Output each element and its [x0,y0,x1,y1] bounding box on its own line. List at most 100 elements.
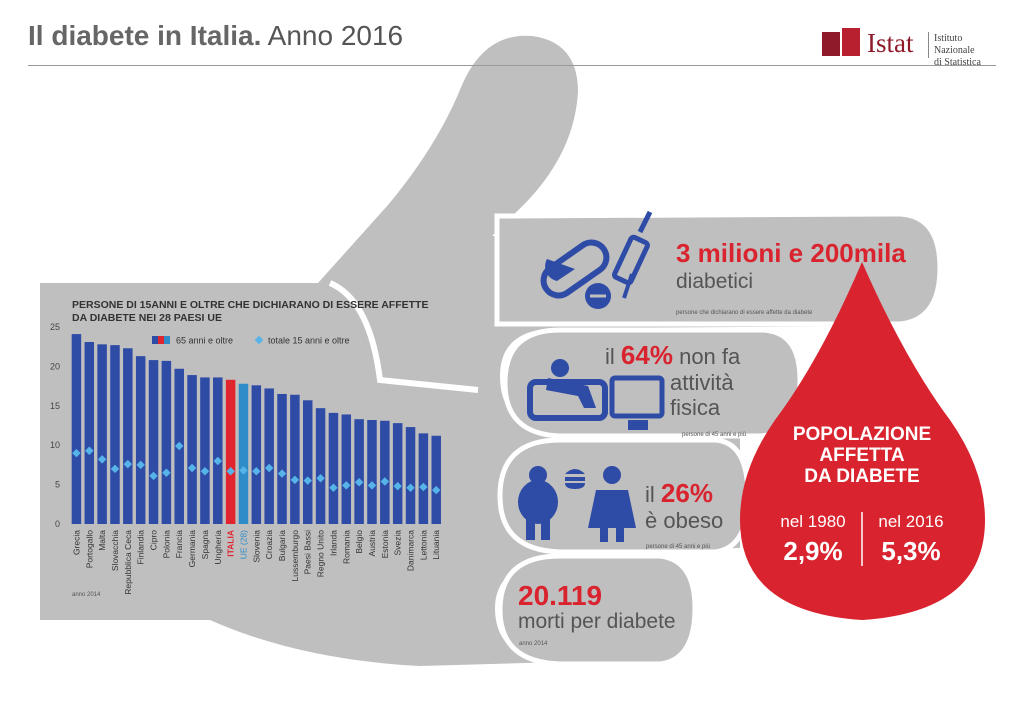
marker-point [277,469,287,478]
category-label: Regno Unito [316,530,326,578]
marker-point [419,482,428,492]
bar [315,408,326,524]
category-label: Danimarca [406,530,416,571]
marker-point [406,483,415,492]
category-label: Svezia [393,530,403,556]
drop-title-line-3: DA DIABETE [804,466,920,487]
inattivi-stat: il 64% non fa [605,340,741,370]
marker-point [367,481,377,490]
thumb-gap-line [328,280,479,393]
obesi-line-2: è obeso [645,508,724,533]
morti-label: morti per diabete [518,610,676,633]
marker-point [123,459,133,469]
bar [135,356,146,524]
bar [161,360,172,524]
legend-swatch-light [164,336,170,344]
inattivi-pre: il [605,344,615,369]
inattivi-post: non fa [679,344,741,369]
istat-logo: Istat Istituto Nazionale di Statistica [822,28,998,68]
bar [200,377,210,524]
marker-point [85,446,94,455]
logo-name: Istat [867,28,914,58]
bar [123,348,133,524]
category-label: Lituania [431,530,441,560]
category-label: Slovenia [251,530,261,563]
bar [341,414,352,524]
marker-point [316,474,325,483]
drop-left-value: 2,9% [783,536,843,566]
marker-point [264,463,274,473]
bar [277,393,287,524]
page-title-year: Anno 2016 [267,20,404,51]
category-label: Spagna [200,530,210,560]
category-label: Belgio [354,530,364,554]
marker-point [354,477,364,487]
morti-number: 20.119 [518,580,603,611]
drop-title-line-2: AFFETTA [819,445,905,466]
chart-title: PERSONE DI 15ANNI E OLTRE CHE DICHIARANO… [72,299,429,324]
y-tick-label: 10 [50,440,60,450]
legend-label-65: 65 anni e oltre [176,336,233,346]
drop-right-label: nel 2016 [878,512,944,531]
category-label: Bulgaria [277,530,287,561]
category-label: UE (28) [238,530,248,559]
inattivi-note: persone di 45 anni e più [682,432,747,438]
legend-label-15: totale 15 anni e oltre [268,336,350,346]
marker-point [162,468,171,478]
marker-point [213,456,223,466]
marker-point [380,477,390,486]
marker-point [393,481,402,491]
drop-left-label: nel 1980 [780,512,846,531]
category-label: Grecia [71,530,81,555]
y-tick-label: 5 [55,480,60,490]
blood-drop-shape [740,262,985,620]
category-label: Romania [341,530,351,564]
marker-point [97,455,107,464]
logo-separator [928,32,929,58]
obesi-stat: il 26% [645,478,713,509]
obesi-pre: il [645,482,655,507]
obesi-pct: 26% [660,478,713,508]
logo-square-red [842,28,860,56]
bar [302,400,313,524]
diabetici-note: persone che dichiarano di essere affette… [676,310,813,316]
marker-point [174,441,184,451]
category-label: Ungheria [213,530,223,565]
logo-subtitle: Istituto Nazionale di Statistica [934,33,1004,69]
chart-note: anno 2014 [72,592,101,598]
category-label: Repubblica Ceca [123,530,133,595]
finger-panel-4 [497,553,698,667]
bar [367,419,377,524]
page-title-bold: Il diabete in Italia. [28,20,262,51]
legend-marker [254,335,264,345]
logo-square-dark [822,32,840,56]
bar [405,427,416,524]
diabetici-label: diabetici [676,270,754,293]
bar [213,377,223,524]
legend-swatch-blue [152,336,158,344]
bar [71,334,82,524]
category-label: Irlanda [328,530,338,556]
category-label: Croazia [264,530,274,560]
marker-point [342,481,351,490]
inattivi-pct: 64% [620,340,673,370]
y-tick-label: 25 [50,322,60,332]
logo-subtitle-line-1: Istituto Nazionale [934,33,975,56]
bar [380,420,390,524]
marker-point [187,463,197,473]
inattivi-line-3: fisica [670,395,721,420]
bar [392,423,403,524]
drop-title-line-1: POPOLAZIONE [792,424,932,445]
bar [354,419,364,524]
bar [84,341,95,524]
bar [148,360,159,524]
marker-point [110,464,120,474]
obesi-note: persone di 45 anni e più [646,544,711,550]
bar [187,375,197,524]
morti-note: anno 2014 [519,641,548,647]
category-label: Germania [187,530,197,568]
marker-point [290,475,300,485]
marker-point [72,448,81,458]
category-label: Austria [367,530,377,557]
category-label: Paesi Bassi [303,530,313,575]
